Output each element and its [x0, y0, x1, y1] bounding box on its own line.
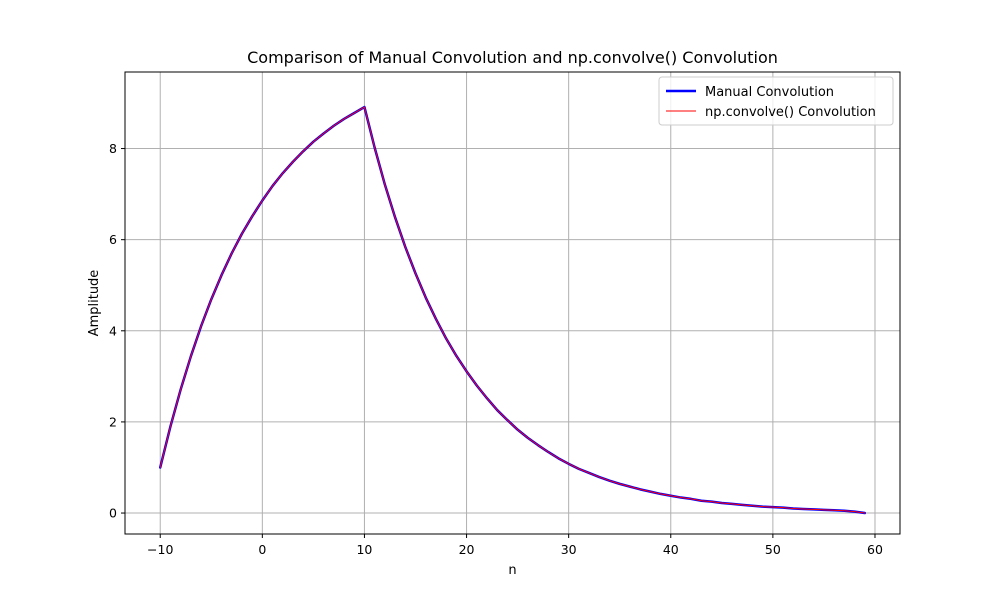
chart-title: Comparison of Manual Convolution and np.… — [247, 48, 778, 67]
y-tick-label: 2 — [109, 414, 117, 429]
y-tick-label: 4 — [109, 323, 117, 338]
x-tick-label: 0 — [258, 542, 266, 557]
series-line-np-convolve-convolution — [159, 106, 866, 514]
y-tick-label: 6 — [109, 232, 117, 247]
axis-ticks: −10 0 10 20 30 40 50 60 0 2 4 6 8 — [109, 141, 883, 557]
grid — [125, 72, 900, 534]
x-tick-label: 60 — [867, 542, 883, 557]
series-lines — [158, 105, 867, 515]
x-axis-label: n — [508, 563, 516, 578]
y-tick-label: 8 — [109, 141, 117, 156]
x-tick-label: 20 — [459, 542, 475, 557]
legend-box — [658, 76, 894, 126]
legend-label-manual-convolution: Manual Convolution — [705, 85, 834, 100]
y-tick-label: 0 — [109, 506, 117, 521]
plot-frame — [124, 71, 901, 535]
x-tick-label: 10 — [356, 542, 372, 557]
x-tick-label: −10 — [147, 542, 173, 557]
x-tick-label: 30 — [561, 542, 577, 557]
x-tick-label: 40 — [663, 542, 679, 557]
legend-label-np-convolve-convolution: np.convolve() Convolution — [705, 105, 876, 120]
y-axis-label: Amplitude — [87, 270, 102, 337]
x-tick-label: 50 — [765, 542, 781, 557]
legend: Manual Convolution np.convolve() Convolu… — [658, 76, 894, 126]
